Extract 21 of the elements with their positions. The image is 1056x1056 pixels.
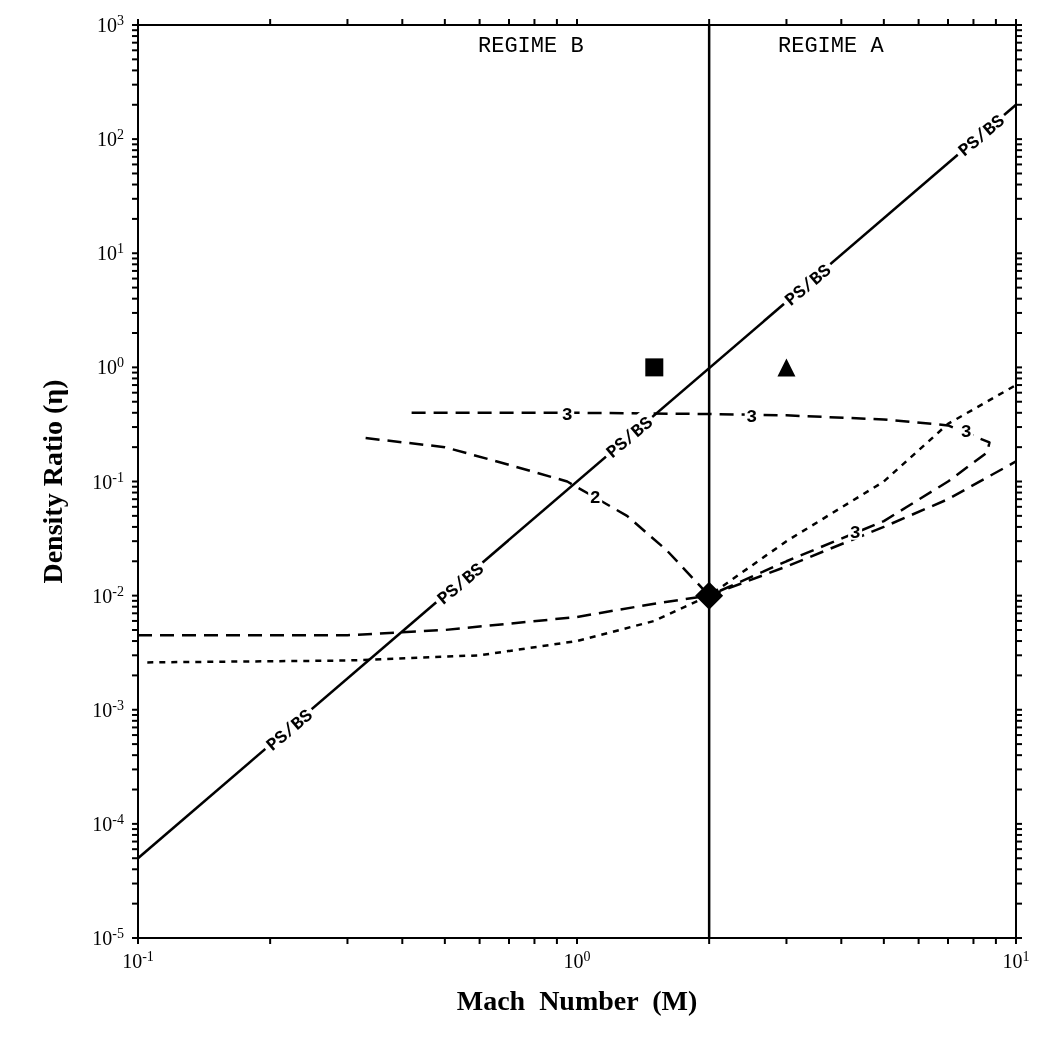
y-tick-label: 10$^{2}$ [97,126,124,151]
y-tick-label: 10$^{0}$ [97,354,124,379]
annotation: 3 [849,522,861,543]
y-tick-label: 10$^{1}$ [97,240,124,265]
annotation: REGIME B [478,34,584,59]
annotation: 3 [960,422,972,443]
x-axis-title: Mach Number (M) [456,985,698,1016]
y-tick-label: 10$^{-5}$ [92,925,124,949]
x-tick-label: 10$^{0}$ [563,948,591,972]
x-tick-label: 10$^{-1}$ [122,948,154,972]
y-tick-label: 10$^{-3}$ [92,697,124,721]
y-tick-label: 10$^{-2}$ [92,583,124,607]
y-axis-title: Density Ratio (η) [37,379,68,584]
x-tick-label: 10$^{1}$ [1002,948,1030,972]
annotation: 2 [589,487,601,508]
annotation: 3 [746,407,758,428]
y-tick-label: 10$^{-4}$ [92,811,124,835]
annotation: REGIME A [778,34,884,59]
y-tick-label: 10$^{-1}$ [92,469,124,493]
y-tick-label: 10$^{3}$ [97,12,124,36]
annotation: 3 [561,404,573,425]
